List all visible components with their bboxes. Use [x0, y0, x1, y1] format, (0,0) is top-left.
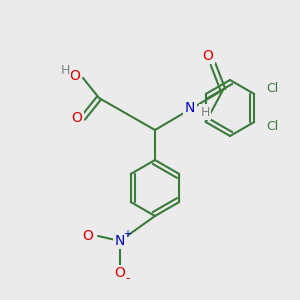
Text: O: O: [72, 111, 83, 125]
Text: H: H: [200, 106, 210, 118]
Text: -: -: [126, 272, 130, 286]
Text: N: N: [115, 234, 125, 248]
Text: Cl: Cl: [266, 119, 278, 133]
Text: O: O: [82, 229, 93, 243]
Text: O: O: [70, 69, 80, 83]
Text: H: H: [60, 64, 70, 76]
Text: N: N: [185, 101, 195, 115]
Text: +: +: [123, 229, 131, 239]
Text: Cl: Cl: [266, 82, 278, 95]
Text: O: O: [202, 49, 213, 63]
Text: O: O: [115, 266, 125, 280]
